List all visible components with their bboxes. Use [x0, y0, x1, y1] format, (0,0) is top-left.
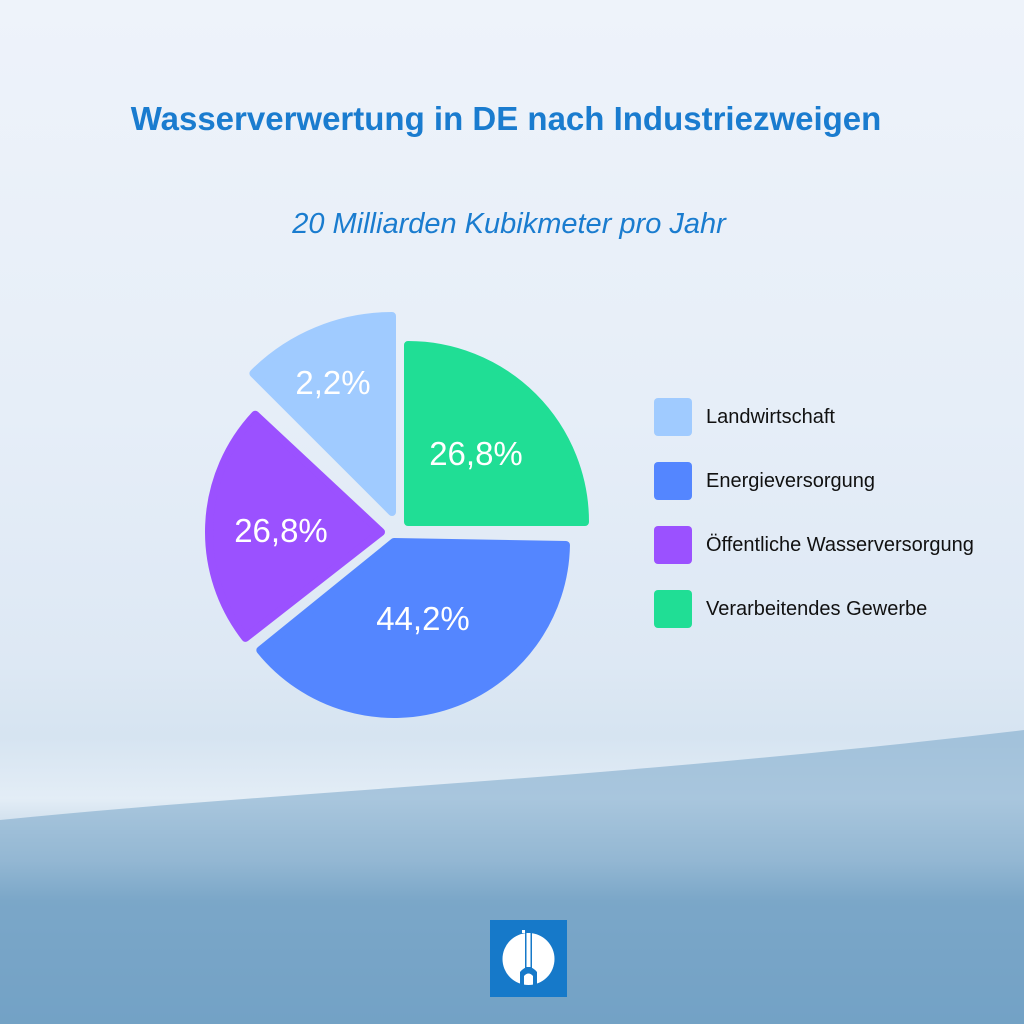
pie-slice [205, 410, 385, 642]
legend-swatch [654, 590, 692, 628]
legend-item: Landwirtschaft [654, 397, 974, 437]
chart-subtitle: 20 Milliarden Kubikmeter pro Jahr [292, 208, 726, 240]
slice-label: 44,2% [376, 600, 470, 637]
chart-title: Wasserverwertung in DE nach Industriezwe… [130, 100, 882, 137]
legend-swatch [654, 398, 692, 436]
slice-label: 26,8% [429, 435, 523, 472]
slice-label: 26,8% [234, 512, 328, 549]
pie-slice [256, 538, 570, 718]
background-wave [0, 730, 1024, 1024]
legend-item: Energieversorgung [654, 461, 974, 501]
legend-item: Öffentliche Wasserversorgung [654, 525, 974, 565]
legend-label: Energieversorgung [706, 469, 875, 492]
slice-label: 2,2% [295, 364, 370, 401]
brand-logo-icon [490, 920, 567, 997]
pie-slice [404, 341, 589, 526]
legend-label: Landwirtschaft [706, 405, 835, 428]
legend: Landwirtschaft Energieversorgung Öffentl… [654, 397, 974, 653]
pie-slice [249, 312, 396, 516]
legend-label: Verarbeitendes Gewerbe [706, 597, 928, 620]
legend-swatch [654, 462, 692, 500]
legend-label: Öffentliche Wasserversorgung [706, 533, 974, 556]
legend-item: Verarbeitendes Gewerbe [654, 589, 974, 629]
legend-swatch [654, 526, 692, 564]
